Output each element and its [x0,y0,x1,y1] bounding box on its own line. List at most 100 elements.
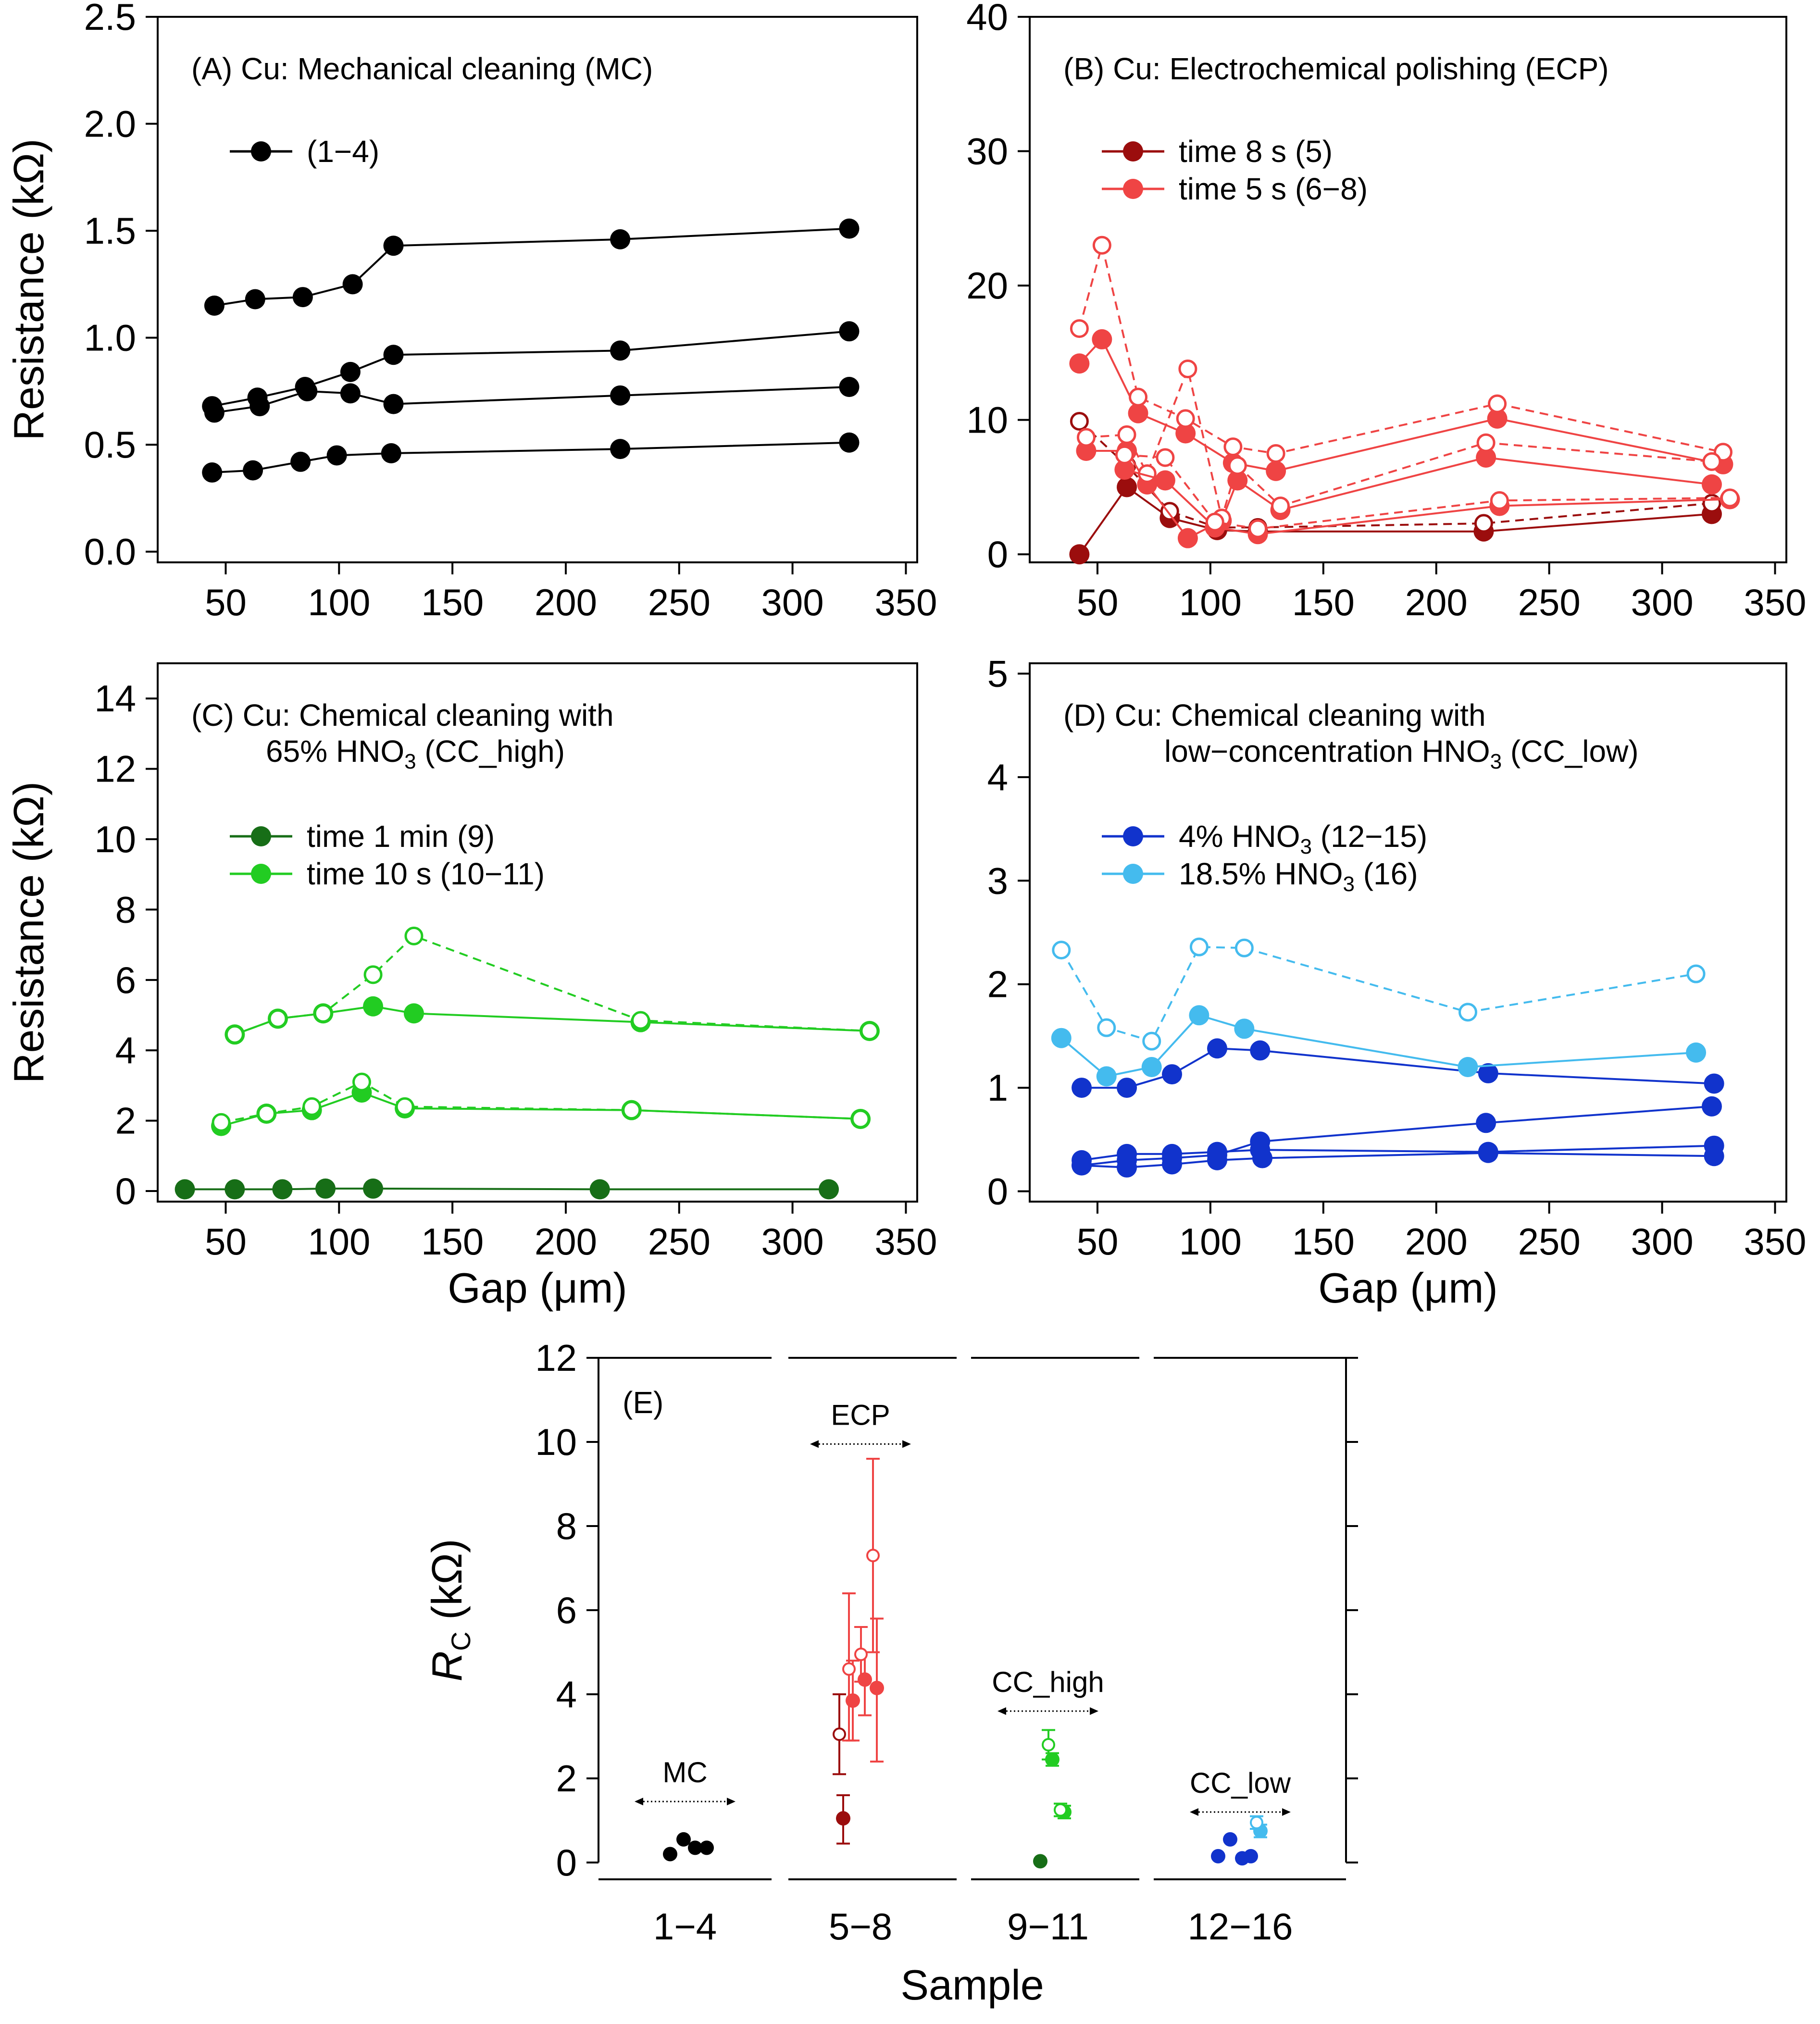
data-point [1234,1018,1255,1039]
data-point [1177,528,1198,548]
data-point [1478,1063,1498,1083]
data-point [1117,477,1137,497]
data-point-open [1686,964,1706,983]
y-tick-label: 0 [556,1841,577,1884]
y-tick-label: 10 [94,818,136,860]
y-tick-label: 0 [987,533,1008,575]
data-point [1051,1028,1072,1048]
panel-title: (D) Cu: Chemical cleaning with [1063,698,1486,733]
sample-point [676,1832,691,1847]
y-tick-label: 2 [115,1100,136,1142]
sample-point [663,1847,677,1862]
sample-point [846,1693,860,1708]
legend-label: time 8 s (5) [1179,134,1333,169]
x-tick-label: 300 [761,1220,824,1263]
data-point [290,451,311,472]
y-tick-label: 10 [535,1421,577,1463]
data-point-open [363,965,383,984]
legend-label: time 5 s (6−8) [1179,172,1368,206]
data-point-open [860,1021,879,1041]
data-point [839,218,860,239]
data-point-open [1266,444,1285,463]
data-point-open [1156,448,1175,467]
x-tick-label: 100 [1179,1220,1242,1263]
sample-point [1033,1854,1047,1869]
y-tick-label: 6 [556,1589,577,1631]
legend-marker [251,826,271,846]
data-point [1207,1038,1227,1059]
data-point-open [1228,456,1247,475]
data-point-open [1092,236,1111,255]
data-point-open [622,1101,641,1120]
x-tick-label: 300 [1631,581,1694,623]
data-point-open [1117,425,1136,444]
legend-marker [1123,826,1143,846]
y-tick-label: 2 [556,1757,577,1800]
legend-marker [251,141,271,161]
x-tick-label: 250 [1518,581,1581,623]
y-tick-label: 20 [966,264,1008,307]
data-point-open [1070,319,1089,338]
data-point [1250,1040,1271,1061]
data-point [363,996,384,1017]
data-point [1117,1078,1137,1098]
y-tick-label: 0 [115,1170,136,1212]
panel-D: 50 100 150 200 250 300 350 0 1 2 3 4 5 Gap (μm) (D) Cu… [987,653,1807,1312]
x-tick-label: 250 [1518,1220,1581,1263]
data-point [610,229,631,249]
data-point [243,460,263,481]
data-point [342,274,363,295]
data-point [839,377,860,397]
data-point-open [1052,941,1071,960]
y-tick-label: 12 [94,748,136,790]
data-point [839,321,860,342]
data-point-open [404,926,424,945]
data-point [1458,1057,1478,1077]
data-point [1072,1155,1092,1176]
data-point [202,462,223,483]
data-point [1069,353,1090,374]
data-point-open [1115,445,1134,464]
data-point [610,439,631,459]
data-point-open [1490,491,1509,510]
data-point [1092,329,1112,349]
data-point [1701,474,1722,495]
data-point [363,1178,384,1199]
arrow-head-right [902,1440,911,1448]
data-point [292,287,313,308]
data-point-open [352,1072,371,1092]
y-tick-label: 6 [115,959,136,1001]
data-point-open [1176,409,1195,428]
data-point [839,432,860,453]
x-tick-label: 50 [1077,581,1119,623]
arrow-head-left [810,1440,819,1448]
data-point [1487,408,1508,429]
sample-point-open [866,1549,880,1563]
data-point-open [1234,938,1254,957]
data-point-open [1271,497,1290,516]
sample-point-open [1042,1738,1055,1751]
x-tick-label: 50 [205,1220,247,1263]
legend-label: (1−4) [307,134,379,169]
panel-title-line2: low−concentration HNO3 (CC_low) [1164,734,1639,773]
data-point-open [225,1025,244,1044]
y-tick-label: 2.0 [84,103,136,145]
x-tick-label: 200 [535,581,597,623]
data-point-open [1720,488,1740,508]
arrow-head-left [635,1798,643,1806]
plot-frame [157,662,918,1203]
y-tick-label: 4 [556,1673,577,1715]
y-tick-label: 0.5 [84,423,136,466]
sample-point [870,1680,884,1695]
data-point [1476,1113,1496,1133]
data-point-open [1178,359,1197,378]
data-point [589,1179,610,1200]
data-point-open [1702,452,1721,471]
data-point-open [395,1097,414,1116]
x-tick-label: 50 [205,581,247,623]
data-point-open [268,1009,287,1028]
data-point [340,361,361,382]
data-point-open [1070,411,1089,431]
data-point [326,445,347,466]
y-tick-label: 0 [987,1170,1008,1212]
